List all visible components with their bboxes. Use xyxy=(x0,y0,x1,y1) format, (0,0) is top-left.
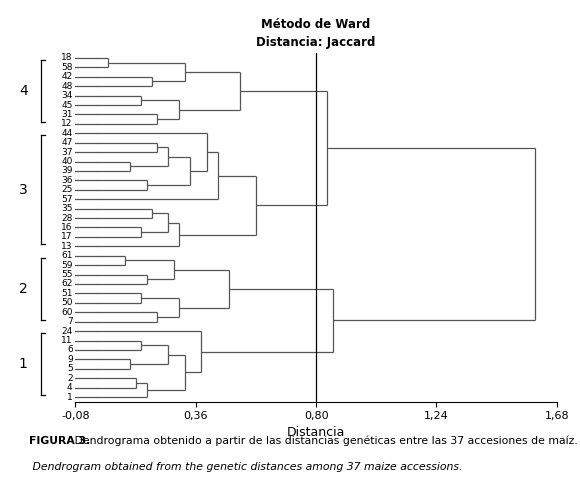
Text: 44: 44 xyxy=(61,129,72,138)
Text: 5: 5 xyxy=(67,364,72,373)
Text: 36: 36 xyxy=(61,176,72,185)
Text: 51: 51 xyxy=(61,289,72,298)
Text: 1: 1 xyxy=(19,357,28,371)
Text: 60: 60 xyxy=(61,308,72,317)
Text: 50: 50 xyxy=(61,298,72,307)
Text: 13: 13 xyxy=(61,242,72,251)
Text: 2: 2 xyxy=(67,374,72,383)
Text: 40: 40 xyxy=(61,157,72,166)
Text: 55: 55 xyxy=(61,270,72,279)
Text: 42: 42 xyxy=(61,72,72,81)
Text: FIGURA 3.: FIGURA 3. xyxy=(29,436,90,446)
Text: 17: 17 xyxy=(61,232,72,242)
Text: 59: 59 xyxy=(61,261,72,270)
Text: 16: 16 xyxy=(61,223,72,232)
Text: 34: 34 xyxy=(61,91,72,100)
Text: 48: 48 xyxy=(61,82,72,91)
Text: 9: 9 xyxy=(67,355,72,364)
Text: 58: 58 xyxy=(61,63,72,72)
Text: 25: 25 xyxy=(61,185,72,194)
Text: 39: 39 xyxy=(61,166,72,176)
Text: 11: 11 xyxy=(61,336,72,345)
Text: 62: 62 xyxy=(61,279,72,288)
X-axis label: Distancia: Distancia xyxy=(287,425,345,439)
Text: 1: 1 xyxy=(67,393,72,402)
Text: 35: 35 xyxy=(61,204,72,213)
Text: 45: 45 xyxy=(61,101,72,109)
Text: 18: 18 xyxy=(61,53,72,62)
Text: 28: 28 xyxy=(61,213,72,223)
Title: Método de Ward
Distancia: Jaccard: Método de Ward Distancia: Jaccard xyxy=(256,18,376,49)
Text: 4: 4 xyxy=(19,84,28,98)
Text: 3: 3 xyxy=(19,183,28,197)
Text: 24: 24 xyxy=(61,327,72,335)
Text: 2: 2 xyxy=(19,282,28,296)
Text: 37: 37 xyxy=(61,148,72,157)
Text: 7: 7 xyxy=(67,317,72,326)
Text: 12: 12 xyxy=(61,120,72,128)
Text: 47: 47 xyxy=(61,138,72,147)
Text: Dendrograma obtenido a partir de las distancias genéticas entre las 37 accesione: Dendrograma obtenido a partir de las dis… xyxy=(71,436,580,446)
Text: 57: 57 xyxy=(61,195,72,204)
Text: 6: 6 xyxy=(67,346,72,354)
Text: 4: 4 xyxy=(67,383,72,392)
Text: 31: 31 xyxy=(61,110,72,119)
Text: Dendrogram obtained from the genetic distances among 37 maize accessions.: Dendrogram obtained from the genetic dis… xyxy=(29,462,462,472)
Text: 61: 61 xyxy=(61,251,72,260)
